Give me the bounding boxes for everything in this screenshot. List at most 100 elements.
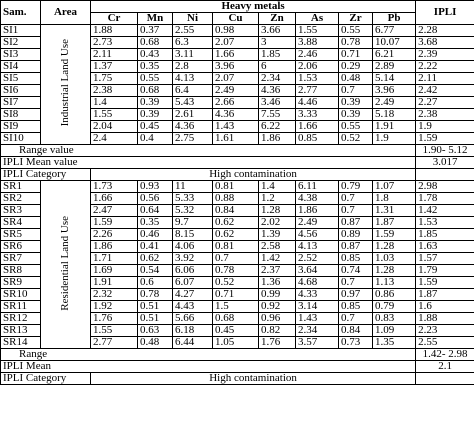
sample-cell: SR10 (0, 288, 41, 301)
metal-header: Pb (371, 12, 417, 25)
summary-label: IPLI Mean value (0, 156, 417, 169)
value-cell: 0.71 (212, 288, 259, 301)
data-row: SI9 2.04 0.45 4.36 1.43 6.22 1.66 0.55 1.91 1.9 (0, 120, 474, 133)
value-cell: 5.33 (172, 192, 213, 205)
summary-row: Range 1.42- 2.98 (0, 348, 474, 361)
value-cell: 2.8 (172, 60, 213, 73)
value-cell: 0.81 (212, 240, 259, 253)
value-cell: 1.57 (415, 252, 474, 265)
value-cell: 4.33 (295, 288, 339, 301)
header-cell: Area (40, 0, 91, 25)
value-cell: 5.14 (371, 72, 417, 85)
value-cell: 1.69 (90, 264, 138, 277)
empty-cell (415, 168, 474, 181)
data-row: SR7 1.71 0.62 3.92 0.7 1.42 2.52 0.85 1.03 1.57 (0, 252, 474, 265)
value-cell: 0.73 (338, 336, 373, 349)
value-cell: 6.21 (371, 48, 417, 61)
value-cell: 4.46 (295, 96, 339, 109)
value-cell: 0.78 (212, 264, 259, 277)
value-cell: 2.39 (415, 48, 474, 61)
value-cell: 1.66 (295, 120, 339, 133)
value-cell: 1.8 (371, 192, 417, 205)
value-cell: 8.15 (172, 228, 213, 241)
value-cell: 0.86 (371, 288, 417, 301)
value-cell: 1.79 (415, 264, 474, 277)
value-cell: 1.75 (90, 72, 138, 85)
value-cell: 2.4 (90, 132, 138, 145)
value-cell: 1.86 (295, 204, 339, 217)
value-cell: 4.27 (172, 288, 213, 301)
value-cell: 1.2 (258, 192, 296, 205)
sample-cell: SR1 (0, 180, 41, 193)
value-cell: 1.05 (212, 336, 259, 349)
value-cell: 1.4 (258, 180, 296, 193)
summary-value: High contamination (89, 168, 417, 181)
area-cell: Residential Land Use (40, 180, 91, 349)
value-cell: 1.55 (295, 24, 339, 37)
value-cell: 0.63 (137, 324, 173, 337)
summary-label: Range value (0, 144, 417, 157)
value-cell: 0.52 (338, 132, 373, 145)
value-cell: 4.43 (172, 300, 213, 313)
value-cell: 0.45 (212, 324, 259, 337)
metal-header: As (295, 12, 339, 25)
value-cell: 0.64 (137, 204, 173, 217)
value-cell: 2.04 (90, 120, 138, 133)
value-cell: 0.85 (338, 252, 373, 265)
value-cell: 2.28 (415, 24, 474, 37)
value-cell: 0.88 (212, 192, 259, 205)
header-cell: IPLI (415, 0, 474, 25)
value-cell: 10.07 (371, 36, 417, 49)
value-cell: 4.68 (295, 276, 339, 289)
sample-cell: SR9 (0, 276, 41, 289)
area-cell: Industrial Land Use (40, 24, 91, 145)
value-cell: 4.36 (212, 108, 259, 121)
value-cell: 0.35 (137, 216, 173, 229)
metal-header: Cr (90, 12, 138, 25)
value-cell: 4.56 (295, 228, 339, 241)
value-cell: 0.51 (137, 312, 173, 325)
value-cell: 0.7 (338, 192, 373, 205)
value-cell: 4.38 (295, 192, 339, 205)
value-cell: 2.49 (295, 216, 339, 229)
value-cell: 2.11 (90, 48, 138, 61)
sample-cell: SR2 (0, 192, 41, 205)
data-row: SI5 1.75 0.55 4.13 2.07 2.34 1.53 0.48 5.14 2.11 (0, 72, 474, 85)
metal-header: Zr (338, 12, 373, 25)
value-cell: 1.91 (371, 120, 417, 133)
data-table: Sam. Area Heavy metals IPLI Cr Mn Ni Cu Zn As… (0, 0, 474, 385)
value-cell: 1.66 (90, 192, 138, 205)
value-cell: 0.39 (338, 108, 373, 121)
value-cell: 1.03 (371, 252, 417, 265)
value-cell: 1.6 (415, 300, 474, 313)
sample-cell: SI8 (0, 108, 41, 121)
value-cell: 2.38 (415, 108, 474, 121)
value-cell: 0.55 (338, 120, 373, 133)
value-cell: 0.84 (212, 204, 259, 217)
value-cell: 1.35 (371, 336, 417, 349)
value-cell: 1.5 (212, 300, 259, 313)
value-cell: 1.88 (415, 312, 474, 325)
summary-label: IPLI Category (0, 168, 91, 181)
value-cell: 1.09 (371, 324, 417, 337)
value-cell: 0.82 (258, 324, 296, 337)
header-cell: Sam. (0, 0, 41, 25)
value-cell: 2.42 (415, 84, 474, 97)
empty-cell (415, 372, 474, 385)
data-row: SR8 1.69 0.54 6.06 0.78 2.37 3.64 0.74 1.28 1.79 (0, 264, 474, 277)
value-cell: 0.48 (137, 336, 173, 349)
summary-value: 2.1 (415, 360, 474, 373)
value-cell: 3.66 (258, 24, 296, 37)
area-label: Industrial Land Use (59, 39, 71, 127)
value-cell: 2.49 (371, 96, 417, 109)
value-cell: 0.85 (295, 132, 339, 145)
value-cell: 0.89 (338, 228, 373, 241)
value-cell: 1.85 (415, 228, 474, 241)
value-cell: 1.61 (212, 132, 259, 145)
value-cell: 3.46 (258, 96, 296, 109)
value-cell: 6.4 (172, 84, 213, 97)
summary-value: 1.90- 5.12 (415, 144, 474, 157)
value-cell: 2.27 (415, 96, 474, 109)
value-cell: 6.3 (172, 36, 213, 49)
